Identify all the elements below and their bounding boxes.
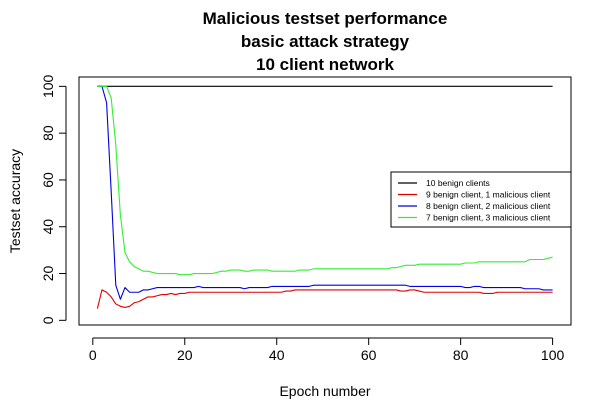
legend-label-3: 7 benign client, 3 malicious client xyxy=(426,213,551,223)
x-tick-label-0: 0 xyxy=(89,347,97,363)
x-tick-label-1: 20 xyxy=(177,347,193,363)
y-axis-label: Testset accuracy xyxy=(7,149,23,253)
series-line-2 xyxy=(97,85,553,300)
y-axis: 0 20 40 60 80 100 xyxy=(40,74,67,324)
legend-label-1: 9 benign client, 1 malicious client xyxy=(426,190,551,200)
x-axis-label: Epoch number xyxy=(279,383,370,399)
legend-label-0: 10 benign clients xyxy=(426,178,490,188)
chart-title-line-2: basic attack strategy xyxy=(241,32,410,51)
y-tick-label-4: 80 xyxy=(40,125,56,141)
y-tick-label-0: 0 xyxy=(40,316,56,324)
x-tick-label-3: 60 xyxy=(361,347,377,363)
chart-title-line-1: Malicious testset performance xyxy=(203,9,448,28)
y-tick-label-2: 40 xyxy=(40,219,56,235)
y-tick-label-3: 60 xyxy=(40,172,56,188)
x-tick-label-5: 100 xyxy=(541,347,565,363)
x-tick-label-4: 80 xyxy=(453,347,469,363)
y-tick-label-5: 100 xyxy=(40,74,56,98)
x-axis: 0 20 40 60 80 100 xyxy=(89,337,565,363)
legend-label-2: 8 benign client, 2 malicious client xyxy=(426,201,551,211)
series-line-1 xyxy=(96,289,553,309)
x-tick-label-2: 40 xyxy=(269,347,285,363)
legend: 10 benign clients 9 benign client, 1 mali… xyxy=(390,171,572,228)
series-line-3 xyxy=(97,85,553,276)
legend-box xyxy=(390,171,572,228)
series-lines xyxy=(96,85,553,309)
y-tick-label-1: 20 xyxy=(40,266,56,282)
chart-title-line-3: 10 client network xyxy=(256,55,394,74)
